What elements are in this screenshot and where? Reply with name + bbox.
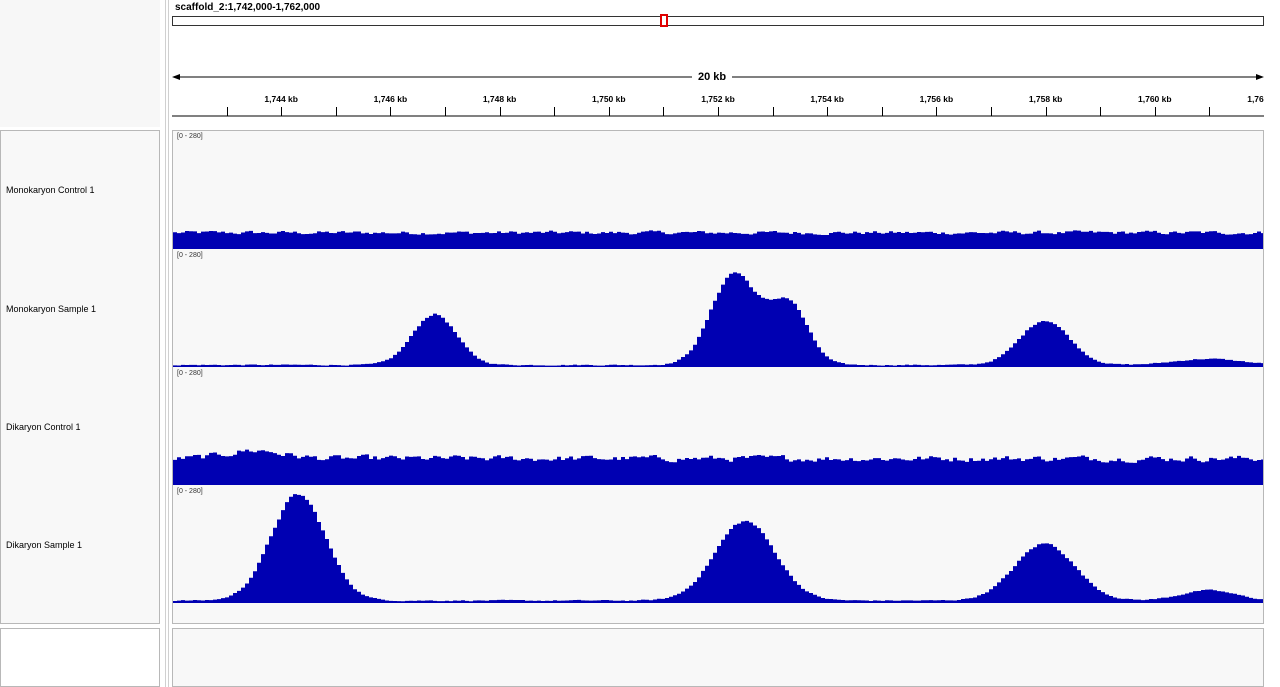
chromosome-ideogram[interactable] — [172, 16, 1264, 26]
span-arrow-left — [172, 74, 180, 80]
track-name-monokaryon-control-1[interactable]: Monokaryon Control 1 — [6, 185, 95, 195]
track-name-dikaryon-control-1[interactable]: Dikaryon Control 1 — [6, 422, 81, 432]
ruler-label: 1,748 kb — [483, 94, 517, 104]
ruler-label: 1,746 kb — [374, 94, 408, 104]
span-arrow-right — [1256, 74, 1264, 80]
ruler-label: 1,758 kb — [1029, 94, 1063, 104]
ruler-label: 1,760 kb — [1138, 94, 1172, 104]
coverage-tracks-svg — [173, 230, 1263, 603]
data-panel[interactable]: [0 - 280] [0 - 280] [0 - 280] [0 - 280] — [172, 130, 1264, 624]
feature-track-panel[interactable] — [172, 628, 1264, 687]
track-name-dikaryon-sample-1[interactable]: Dikaryon Sample 1 — [6, 540, 83, 550]
panel-divider[interactable] — [165, 0, 166, 687]
track-name-monokaryon-sample-1[interactable]: Monokaryon Sample 1 — [6, 304, 97, 314]
coverage-track-4[interactable] — [173, 494, 1263, 603]
ruler-label: 1,744 kb — [264, 94, 298, 104]
coverage-track-2[interactable] — [173, 272, 1263, 367]
ruler-label: 1,752 kb — [701, 94, 735, 104]
ruler-label: 1,762 kb — [1247, 94, 1264, 104]
ruler-label: 1,750 kb — [592, 94, 626, 104]
locus-label: scaffold_2:1,742,000-1,762,000 — [175, 2, 321, 13]
name-header-panel — [0, 0, 160, 127]
coverage-track-3[interactable] — [173, 449, 1263, 485]
data-range-label: [0 - 280] — [177, 488, 203, 495]
track-name-panel[interactable]: Monokaryon Control 1 Monokaryon Sample 1… — [0, 130, 160, 624]
span-label: 20 kb — [692, 71, 733, 83]
ruler-panel[interactable]: scaffold_2:1,742,000-1,762,000 1,744 kb 1… — [172, 0, 1264, 127]
panel-divider[interactable] — [168, 0, 169, 687]
coverage-track-1[interactable] — [173, 230, 1263, 249]
ruler-svg: 1,744 kb 1,746 kb 1,748 kb 1,750 kb 1,752 kb… — [172, 74, 1264, 117]
feature-name-panel — [0, 628, 160, 687]
data-range-label: [0 - 280] — [177, 133, 203, 140]
data-range-label: [0 - 280] — [177, 370, 203, 377]
data-range-label: [0 - 280] — [177, 252, 203, 259]
ruler-label: 1,756 kb — [920, 94, 954, 104]
ruler-label: 1,754 kb — [810, 94, 844, 104]
current-region-marker[interactable] — [660, 14, 668, 27]
